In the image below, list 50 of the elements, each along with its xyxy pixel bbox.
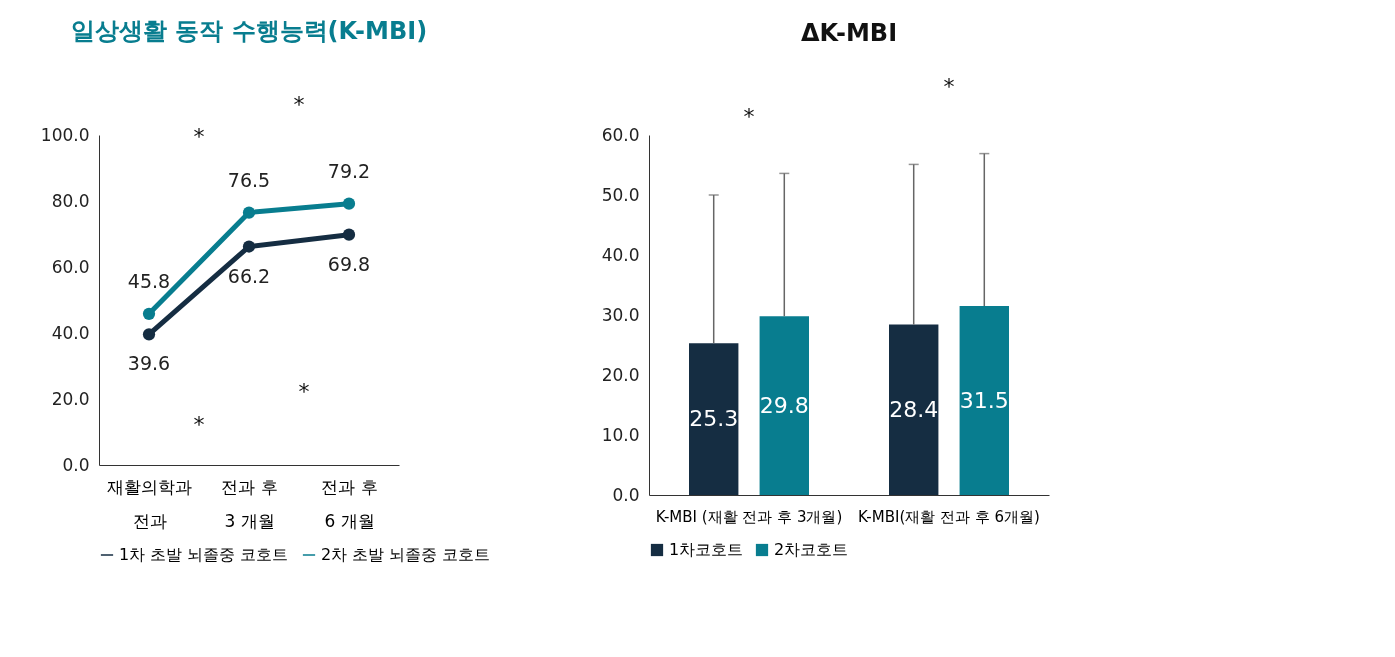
legend-label: 1차코호트	[669, 540, 744, 559]
bar	[959, 306, 1009, 495]
legend-label: 2차 초발 뇌졸중 코호트	[321, 545, 491, 564]
chart-title: ΔK-MBI	[800, 19, 898, 47]
y-tick-label: 80.0	[51, 190, 90, 211]
data-label: 31.5	[959, 387, 1009, 413]
x-tick-label: 전과 후 6 개월	[321, 476, 378, 531]
data-label: 76.5	[227, 168, 271, 191]
y-tick-label: 30.0	[601, 304, 640, 325]
data-label: 45.8	[127, 269, 171, 292]
y-tick-label: 60.0	[51, 256, 90, 277]
text: *	[743, 104, 755, 129]
legend-label: 1차 초발 뇌졸중 코호트	[119, 545, 289, 564]
y-tick-label: 50.0	[601, 184, 640, 205]
annotation: *	[298, 379, 310, 404]
y-tick-label: 0.0	[62, 454, 90, 475]
y-tick-label: 20.0	[51, 388, 90, 409]
point	[342, 197, 356, 210]
x-tick-label: 전과 후 3 개월	[221, 476, 278, 531]
x-tick-label: K-MBI(재활 전과 후 6개월)	[858, 507, 1040, 526]
y-tick-label: 60.0	[601, 124, 640, 145]
text: *	[293, 92, 305, 117]
y-tick-label: 10.0	[601, 424, 640, 445]
data-label: 66.2	[227, 264, 271, 287]
data-label: 39.6	[127, 352, 171, 375]
data-label: 28.4	[889, 396, 939, 422]
y-tick-label: 100.0	[40, 124, 90, 145]
y-tick-label: 40.0	[51, 322, 90, 343]
data-label: 29.8	[759, 392, 809, 418]
y-tick-label: 20.0	[601, 364, 640, 385]
bar	[689, 343, 739, 495]
point	[342, 228, 356, 241]
y-tick-label: 40.0	[601, 244, 640, 265]
point	[142, 328, 156, 341]
x-tick-label: K-MBI (재활 전과 후 3개월)	[655, 507, 843, 526]
point	[142, 307, 156, 320]
x-tick-label: 재활의학과 전과	[107, 476, 192, 531]
text: *	[943, 74, 955, 99]
annotation: *	[193, 412, 205, 437]
legend-label: 2차코호트	[774, 540, 849, 559]
bar	[759, 316, 809, 495]
chart-title: 일상생활 동작 수행능력(K-MBI)	[70, 17, 428, 45]
data-label: 69.8	[327, 252, 371, 275]
y-tick-label: 0.0	[612, 484, 640, 505]
point	[242, 240, 256, 253]
data-label: 79.2	[327, 159, 371, 182]
data-label: 25.3	[689, 406, 739, 432]
point	[242, 206, 256, 219]
bar	[889, 324, 939, 495]
annotation: *	[193, 124, 205, 149]
